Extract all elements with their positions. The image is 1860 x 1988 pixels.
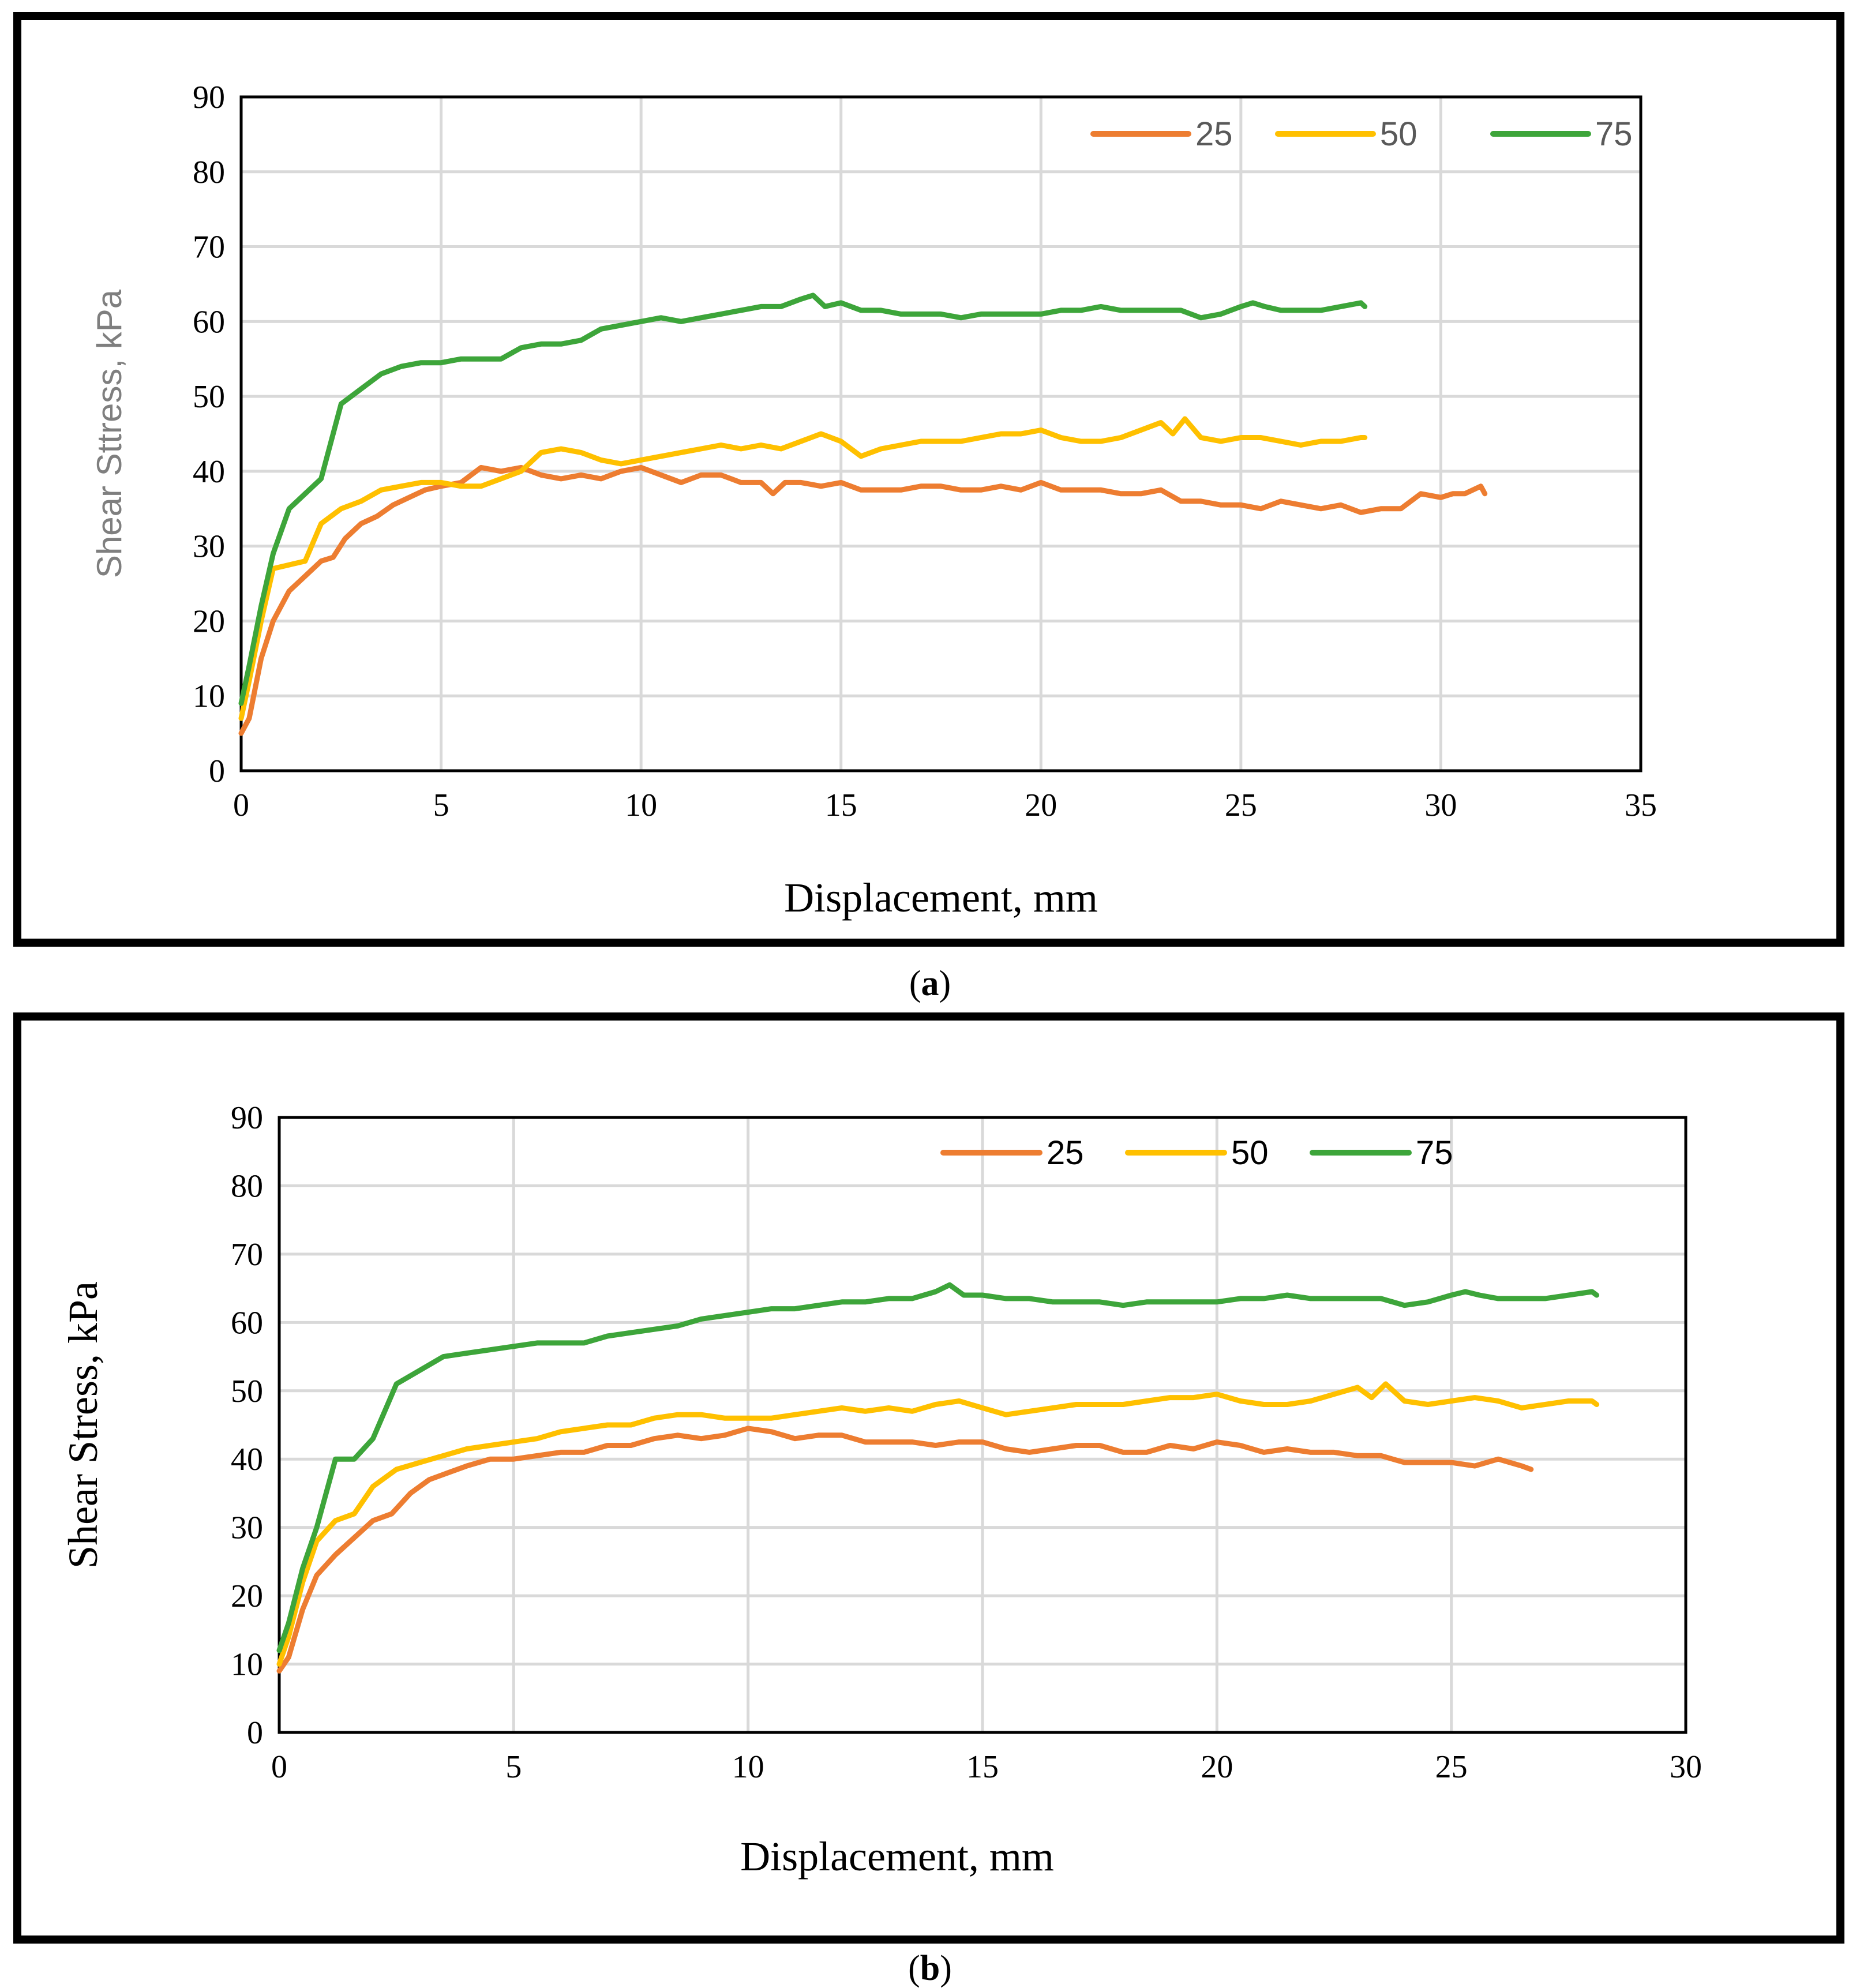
chart-b-y-tick-label: 10 — [231, 1647, 263, 1683]
chart-a-x-tick-label: 25 — [1225, 787, 1257, 823]
chart-b-x-axis-title: Displacement, mm — [740, 1833, 1054, 1880]
chart-b-plot-area — [278, 1116, 1687, 1734]
chart-a-x-axis-title: Displacement, mm — [784, 875, 1098, 921]
chart-b-x-tick-label: 10 — [732, 1749, 764, 1785]
chart-b-y-tick-label: 90 — [231, 1100, 263, 1136]
chart-a-x-tick-label: 30 — [1424, 787, 1457, 823]
chart-b-legend-label-75: 75 — [1416, 1134, 1453, 1172]
chart-a-x-tick-label: 35 — [1625, 787, 1657, 823]
chart-a-x-ticks: 0 5 10 15 20 25 30 35 — [233, 787, 1657, 823]
caption-a-letter: a — [921, 964, 939, 1003]
chart-b-x-tick-label: 5 — [505, 1749, 522, 1785]
chart-a-y-tick-label: 30 — [193, 529, 225, 565]
chart-a-series-50-line — [238, 416, 1368, 721]
chart-b-x-tick-label: 15 — [966, 1749, 999, 1785]
caption-b-letter: b — [920, 1949, 940, 1988]
chart-b-x-tick-label: 0 — [271, 1749, 287, 1785]
chart-b-series-50-line — [276, 1381, 1600, 1667]
chart-b-y-axis-title: Shear Stress, kPa — [60, 1281, 106, 1569]
chart-b-y-tick-label: 20 — [231, 1578, 263, 1614]
chart-a-y-axis-title: Shear Sttress, kPa — [90, 289, 129, 578]
chart-a-legend: 25 50 75 — [1090, 115, 1633, 153]
chart-a-y-tick-label: 50 — [193, 379, 225, 415]
chart-a-grid — [241, 97, 1641, 771]
chart-a-x-tick-label: 5 — [433, 787, 449, 823]
chart-b-legend: 25 50 75 — [940, 1134, 1453, 1172]
chart-b-y-tick-label: 0 — [247, 1715, 263, 1751]
chart-b-y-tick-label: 30 — [231, 1510, 263, 1546]
chart-a-y-tick-label: 90 — [193, 80, 225, 115]
chart-a-y-ticks: 0 10 20 30 40 50 60 70 80 90 — [193, 80, 225, 789]
chart-b-legend-label-25: 25 — [1047, 1134, 1084, 1172]
chart-a-y-tick-label: 0 — [209, 753, 225, 789]
chart-b-series — [276, 1282, 1600, 1674]
chart-b-x-tick-label: 30 — [1670, 1749, 1702, 1785]
chart-a-legend-label-50: 50 — [1380, 115, 1417, 153]
chart-a-series-25-line — [238, 464, 1488, 736]
chart-a-y-tick-label: 40 — [193, 454, 225, 490]
caption-a: (a) — [909, 964, 951, 1003]
chart-a-y-tick-label: 10 — [193, 678, 225, 714]
chart-b-x-tick-label: 20 — [1201, 1749, 1233, 1785]
chart-b-y-tick-label: 40 — [231, 1442, 263, 1477]
chart-b-y-tick-label: 50 — [231, 1374, 263, 1409]
chart-a-x-tick-label: 10 — [625, 787, 657, 823]
chart-a-y-tick-label: 60 — [193, 304, 225, 340]
chart-a-legend-label-75: 75 — [1595, 115, 1633, 153]
chart-b-legend-label-50: 50 — [1231, 1134, 1269, 1172]
chart-b-frame — [13, 1012, 1844, 1944]
chart-a-x-tick-label: 20 — [1025, 787, 1057, 823]
chart-b-y-tick-label: 60 — [231, 1305, 263, 1341]
chart-a-series — [238, 292, 1488, 736]
chart-a-series-75-line — [238, 292, 1368, 706]
chart-b-series-75-line — [276, 1282, 1600, 1653]
chart-b-y-ticks: 0 10 20 30 40 50 60 70 80 90 — [231, 1100, 263, 1751]
chart-a-plot-area — [239, 95, 1642, 772]
chart-b-x-ticks: 0 5 10 15 20 25 30 — [271, 1749, 1702, 1785]
chart-a-x-tick-label: 15 — [825, 787, 857, 823]
chart-a-frame — [13, 12, 1844, 947]
chart-b-y-tick-label: 80 — [231, 1168, 263, 1204]
chart-b-series-25-line — [276, 1426, 1534, 1674]
chart-b: 0 10 20 30 40 50 60 70 80 90 0 5 10 15 20 25 30 Displac… — [60, 1100, 1702, 1880]
chart-a-y-tick-label: 20 — [193, 603, 225, 639]
chart-a-y-tick-label: 70 — [193, 230, 225, 265]
chart-b-y-tick-label: 70 — [231, 1237, 263, 1273]
chart-a-x-tick-label: 0 — [233, 787, 249, 823]
chart-b-x-tick-label: 25 — [1435, 1749, 1468, 1785]
caption-b: (b) — [908, 1949, 952, 1988]
chart-a-y-tick-label: 80 — [193, 155, 225, 190]
chart-a-legend-label-25: 25 — [1195, 115, 1233, 153]
chart-a: 0 10 20 30 40 50 60 70 80 90 0 5 10 15 20 25 30 35 Displ… — [90, 80, 1657, 921]
